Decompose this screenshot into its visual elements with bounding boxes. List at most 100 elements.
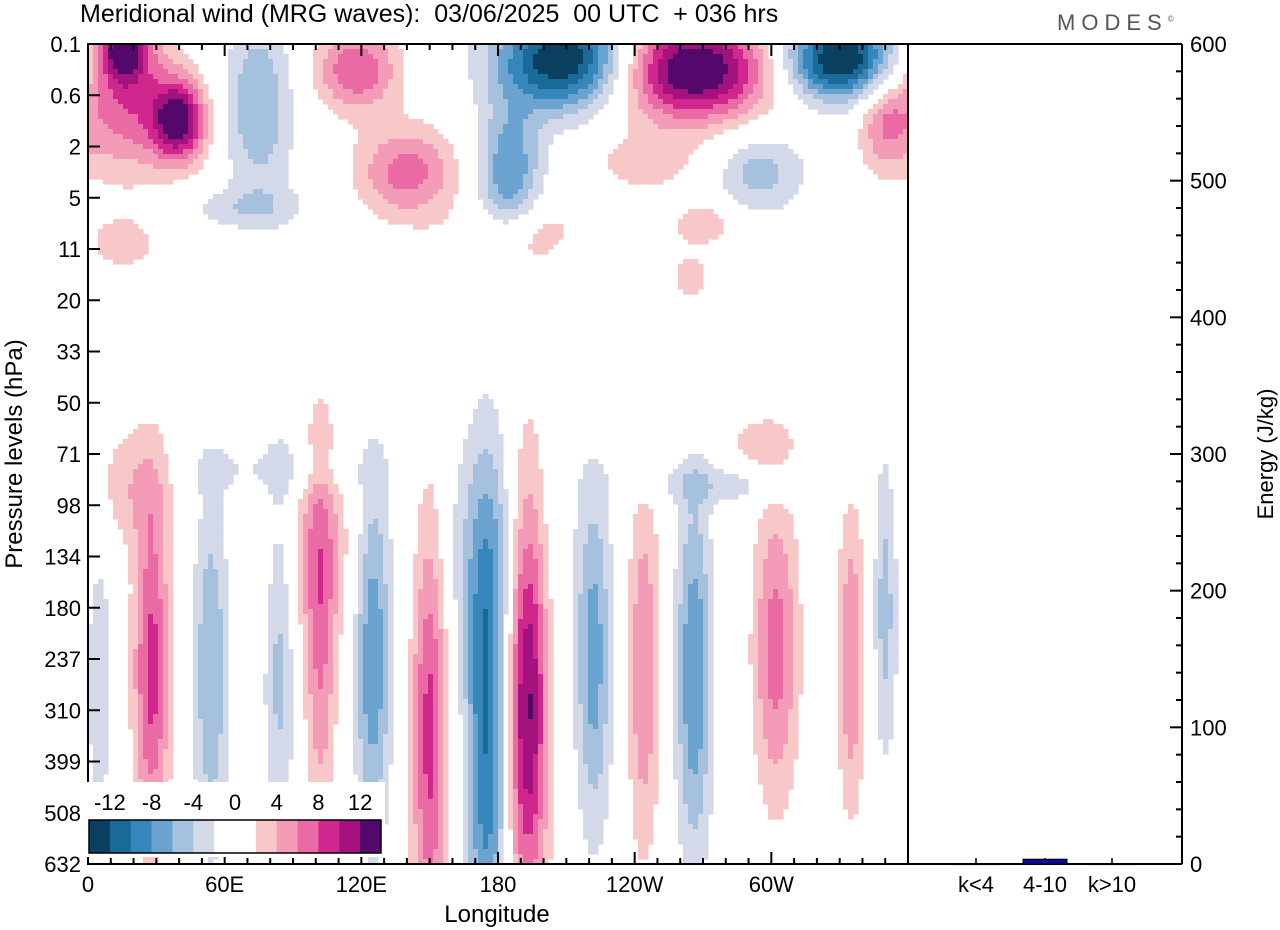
heatmap-cell [343, 109, 349, 115]
heatmap-cell [688, 54, 694, 60]
heatmap-cell [858, 129, 864, 135]
heatmap-cell [128, 179, 134, 185]
heatmap-cell [328, 89, 334, 95]
heatmap-cell [543, 229, 549, 235]
heatmap-cell [283, 194, 289, 200]
heatmap-cell [518, 139, 524, 145]
heatmap-cell [273, 74, 279, 80]
heatmap-cell [353, 184, 359, 190]
heatmap-cell [528, 504, 534, 510]
heatmap-cell [533, 469, 539, 475]
heatmap-cell [533, 124, 539, 130]
heatmap-cell [423, 154, 429, 160]
heatmap-cell [378, 214, 384, 220]
heatmap-cell [378, 174, 384, 180]
heatmap-cell [458, 464, 464, 470]
heatmap-cell [678, 269, 684, 275]
heatmap-cell [158, 84, 164, 90]
heatmap-cell [163, 69, 169, 75]
heatmap-cell [193, 69, 199, 75]
heatmap-cell [743, 174, 749, 180]
heatmap-cell [173, 104, 179, 110]
heatmap-cell [268, 84, 274, 90]
heatmap-cell [668, 74, 674, 80]
heatmap-cell [228, 219, 234, 225]
heatmap-cell [128, 119, 134, 125]
heatmap-cell [503, 164, 509, 170]
heatmap-cell [488, 459, 494, 465]
heatmap-cell [398, 69, 404, 75]
heatmap-cell [648, 179, 654, 185]
heatmap-cell [698, 459, 704, 465]
heatmap-cell [688, 134, 694, 140]
heatmap-cell [428, 154, 434, 160]
heatmap-cell [478, 129, 484, 135]
heatmap-cell [673, 84, 679, 90]
heatmap-cell [288, 89, 294, 95]
heatmap-cell [343, 79, 349, 85]
heatmap-cell [168, 149, 174, 155]
heatmap-cell [488, 129, 494, 135]
heatmap-cell [273, 169, 279, 175]
heatmap-cell [488, 199, 494, 205]
heatmap-cell [288, 464, 294, 470]
heatmap-cell [518, 124, 524, 130]
heatmap-cell [498, 89, 504, 95]
heatmap-cell [268, 194, 274, 200]
heatmap-cell [488, 184, 494, 190]
heatmap-cell [113, 224, 119, 230]
heatmap-cell [608, 74, 614, 80]
heatmap-cell [663, 139, 669, 145]
heatmap-cell [373, 474, 379, 480]
heatmap-cell [878, 159, 884, 165]
heatmap-cell [208, 209, 214, 215]
heatmap-cell [328, 514, 334, 520]
heatmap-cell [518, 209, 524, 215]
heatmap-cell [508, 104, 514, 110]
heatmap-cell [503, 64, 509, 70]
heatmap-cell [618, 149, 624, 155]
heatmap-cell [733, 74, 739, 80]
heatmap-cell [588, 49, 594, 55]
heatmap-cell [583, 89, 589, 95]
heatmap-cell [543, 49, 549, 55]
heatmap-cell [253, 129, 259, 135]
heatmap-cell [313, 404, 319, 410]
heatmap-cell [758, 104, 764, 110]
heatmap-cell [498, 189, 504, 195]
heatmap-cell [313, 449, 319, 455]
heatmap-cell [688, 109, 694, 115]
heatmap-cell [368, 94, 374, 100]
heatmap-cell [143, 459, 149, 465]
heatmap-cell [478, 164, 484, 170]
heatmap-cell [348, 64, 354, 70]
heatmap-cell [663, 49, 669, 55]
heatmap-cell [728, 124, 734, 130]
heatmap-cell [178, 49, 184, 55]
heatmap-cell [508, 84, 514, 90]
heatmap-cell [698, 124, 704, 130]
heatmap-cell [583, 99, 589, 105]
heatmap-cell [668, 139, 674, 145]
heatmap-cell [863, 44, 869, 50]
heatmap-cell [518, 144, 524, 150]
heatmap-cell [528, 494, 534, 500]
heatmap-cell [443, 174, 449, 180]
heatmap-cell [133, 434, 139, 440]
heatmap-cell [703, 89, 709, 95]
heatmap-cell [398, 169, 404, 175]
heatmap-cell [893, 134, 899, 140]
heatmap-cell [148, 454, 154, 460]
heatmap-cell [213, 194, 219, 200]
heatmap-cell [768, 199, 774, 205]
heatmap-cell [698, 509, 704, 515]
heatmap-cell [693, 464, 699, 470]
heatmap-cell [413, 119, 419, 125]
heatmap-cell [778, 424, 784, 430]
heatmap-cell [728, 44, 734, 50]
heatmap-cell [863, 154, 869, 160]
heatmap-cell [173, 149, 179, 155]
heatmap-cell [468, 469, 474, 475]
heatmap-cell [683, 144, 689, 150]
heatmap-cell [738, 434, 744, 440]
